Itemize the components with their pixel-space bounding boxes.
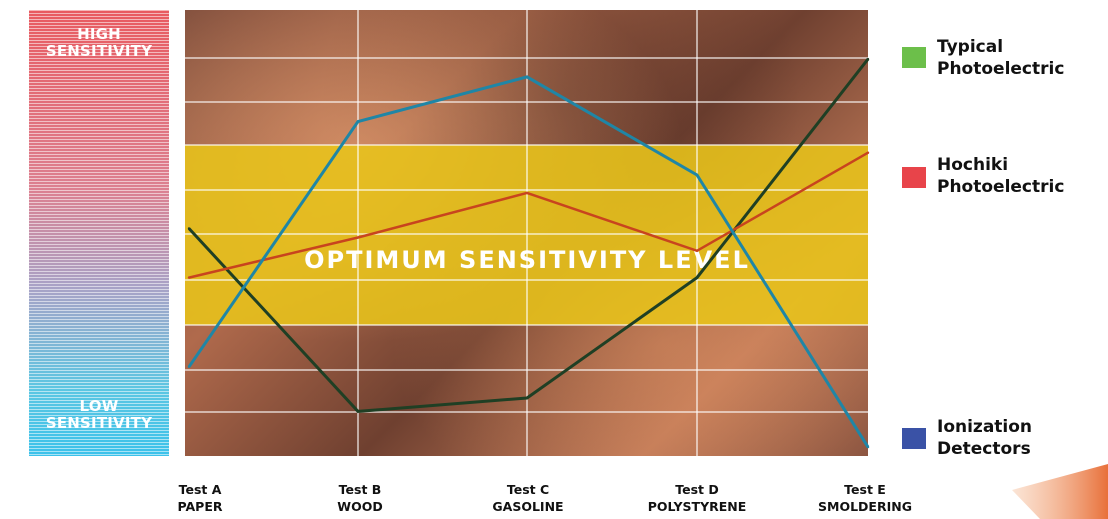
x-tick-test-d: Test D POLYSTYRENE — [622, 481, 772, 515]
data-point-hochiki-photoelectric — [356, 236, 360, 239]
x-tick-test-d-material: POLYSTYRENE — [647, 499, 747, 514]
x-tick-test-a-material: PAPER — [177, 499, 223, 514]
x-tick-test-b-material: WOOD — [337, 499, 383, 514]
data-point-ionization-detectors — [695, 173, 699, 177]
legend-label-typical-photoelectric-line-1: Typical — [937, 37, 1004, 57]
high-sensitivity-line-2: SENSITIVITY — [45, 42, 153, 60]
optimum-band-label: OPTIMUM SENSITIVITY LEVEL — [304, 246, 750, 274]
legend-swatch-hochiki-photoelectric — [902, 167, 926, 188]
x-tick-test-e-material: SMOLDERING — [818, 499, 912, 514]
grid-lines — [185, 10, 868, 456]
x-tick-test-c-name: Test C — [506, 482, 550, 497]
series-lines — [187, 57, 870, 449]
legend-label-hochiki-photoelectric: Hochiki Photoelectric — [937, 154, 1097, 198]
x-tick-test-e: Test E SMOLDERING — [790, 481, 940, 515]
data-point-typical-photoelectric — [525, 396, 529, 400]
x-tick-test-b: Test B WOOD — [285, 481, 435, 515]
legend-label-ionization-detectors-line-2: Detectors — [937, 439, 1031, 459]
data-point-typical-photoelectric — [356, 410, 360, 413]
data-point-ionization-detectors — [525, 75, 529, 79]
data-point-typical-photoelectric — [866, 57, 870, 61]
data-point-hochiki-photoelectric — [866, 151, 870, 154]
legend-swatch-ionization-detectors — [902, 428, 926, 449]
x-tick-test-c: Test C GASOLINE — [453, 481, 603, 515]
x-tick-test-a-name: Test A — [178, 482, 222, 497]
x-tick-test-c-material: GASOLINE — [492, 499, 564, 514]
legend-label-ionization-detectors: Ionization Detectors — [937, 416, 1097, 460]
legend-label-typical-photoelectric: Typical Photoelectric — [937, 36, 1097, 80]
low-sensitivity-label: LOW SENSITIVITY — [29, 398, 169, 432]
high-sensitivity-line-1: HIGH — [77, 25, 121, 43]
data-point-hochiki-photoelectric — [187, 276, 191, 279]
data-point-hochiki-photoelectric — [525, 191, 529, 195]
x-tick-test-b-name: Test B — [338, 482, 382, 497]
x-tick-test-d-name: Test D — [675, 482, 719, 497]
data-point-ionization-detectors — [187, 365, 191, 368]
x-tick-test-a: Test A PAPER — [125, 481, 275, 515]
low-sensitivity-line-2: SENSITIVITY — [45, 414, 153, 432]
data-point-ionization-detectors — [356, 120, 360, 123]
data-point-ionization-detectors — [866, 445, 870, 449]
legend-swatch-typical-photoelectric — [902, 47, 926, 68]
legend-label-hochiki-photoelectric-line-1: Hochiki — [937, 155, 1009, 175]
data-point-typical-photoelectric — [695, 276, 699, 279]
x-tick-test-e-name: Test E — [844, 482, 886, 497]
data-point-hochiki-photoelectric — [695, 249, 699, 252]
data-point-typical-photoelectric — [187, 227, 191, 230]
legend-label-hochiki-photoelectric-line-2: Photoelectric — [937, 177, 1065, 197]
legend-label-ionization-detectors-line-1: Ionization — [937, 417, 1033, 437]
legend-label-typical-photoelectric-line-2: Photoelectric — [937, 59, 1065, 79]
low-sensitivity-line-1: LOW — [79, 397, 119, 415]
high-sensitivity-label: HIGH SENSITIVITY — [29, 26, 169, 60]
sensitivity-scale-bar: HIGH SENSITIVITY LOW SENSITIVITY — [29, 10, 169, 456]
orange-swoosh-shape — [1012, 464, 1108, 519]
